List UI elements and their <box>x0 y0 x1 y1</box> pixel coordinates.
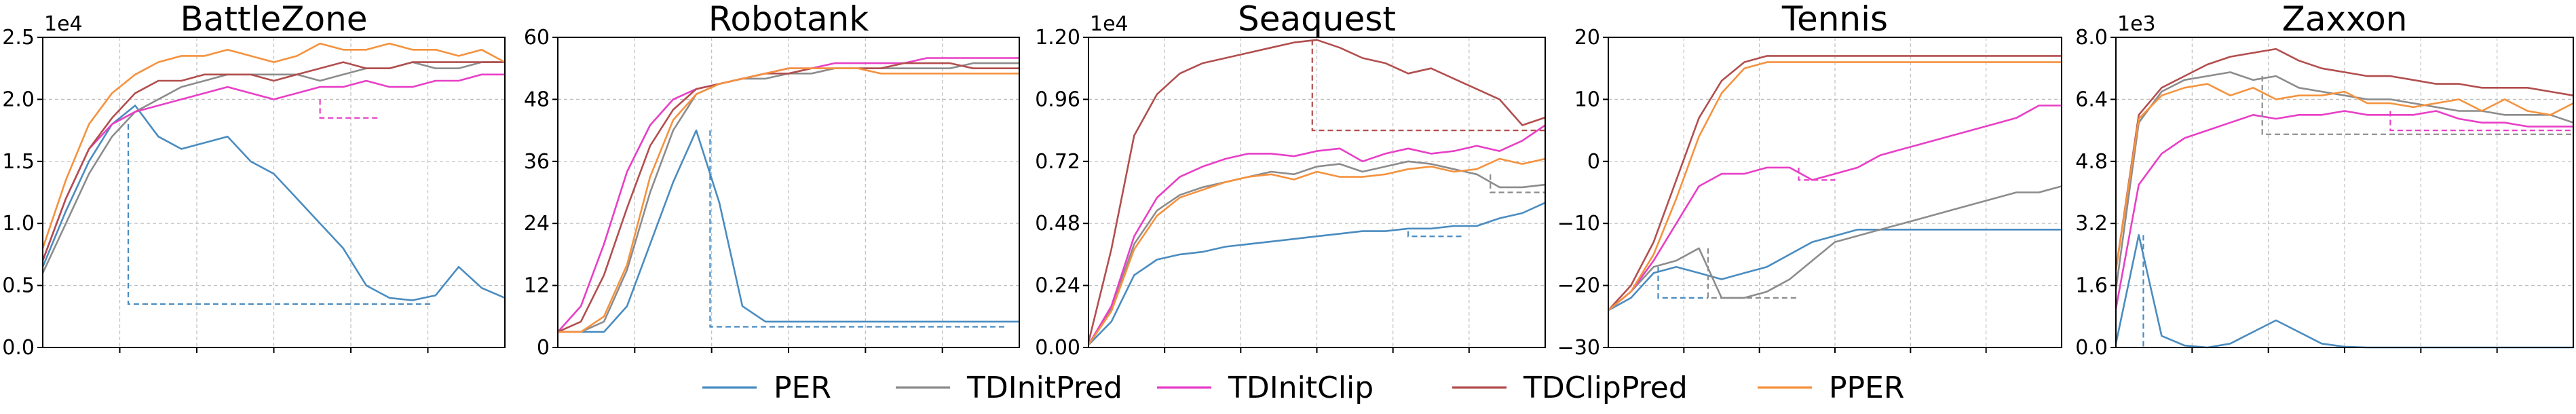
y-tick-label: 12 <box>524 274 550 298</box>
series-line-tdclippred <box>1608 55 2062 312</box>
y-tick-label: 36 <box>524 150 550 174</box>
plot-frame <box>557 37 1020 348</box>
legend-item-pper: PPER <box>1758 371 1904 405</box>
series-line-tdclippred <box>2115 48 2574 270</box>
y-tick-label: 0.0 <box>2 336 35 360</box>
series-line-per <box>1088 202 1546 346</box>
series-line-tdinitpred <box>1608 185 2062 312</box>
y-tick-label: −30 <box>1557 336 1600 360</box>
y-tick-label: −20 <box>1557 274 1600 298</box>
legend-item-per: PER <box>702 371 831 405</box>
legend-label: PPER <box>1829 371 1904 405</box>
y-tick-label: 8.0 <box>2075 26 2108 50</box>
y-tick-label: 0.72 <box>1035 150 1080 174</box>
series-line-tdclippred <box>557 62 1019 333</box>
legend-item-tdinitpred: TDInitPred <box>896 371 1122 405</box>
y-tick-label: 1.20 <box>1035 26 1080 50</box>
series-line-per <box>1608 228 2062 312</box>
series-line-pper <box>1087 157 1546 345</box>
legend-label: TDClipPred <box>1523 371 1688 405</box>
legend-item-tdinitclip: TDInitClip <box>1157 371 1374 405</box>
plot-frame <box>2115 37 2574 348</box>
panel-seaquest: 0.00 0.24 0.48 0.72 0.96 1.20 Seaquest 1e4 <box>1035 0 1546 360</box>
series-line-tdinitclip <box>1087 124 1546 345</box>
panel-tennis: −30 −20 −10 0 10 20 Tennis <box>1557 0 2062 360</box>
y-tick-label: 0.48 <box>1035 212 1080 236</box>
panel-robotank: 0 12 24 36 48 60 Robotank <box>524 0 1020 360</box>
drop-marker-tdinitclip <box>1798 167 1835 181</box>
series-line-per <box>41 105 506 301</box>
drop-marker-tdinitclip <box>2389 111 2573 132</box>
y-tick-label: 1.6 <box>2075 274 2108 298</box>
y-tick-label: 1.5 <box>2 150 35 174</box>
drop-marker-per <box>1657 267 1708 299</box>
y-tick-label: 0.96 <box>1035 88 1080 111</box>
series-line-tdclippred <box>41 61 505 261</box>
axis-multiplier: 1e4 <box>1090 12 1129 36</box>
series-line-per <box>558 129 1019 333</box>
y-tick-label: 2.0 <box>2 88 35 111</box>
y-tick-label: 4.8 <box>2075 150 2108 174</box>
series-line-tdinitclip <box>1608 105 2062 312</box>
panel-battlezone: 0.0 0.5 1.0 1.5 2.0 2.5 BattleZone 1e4 <box>2 0 506 360</box>
drop-marker-per <box>127 124 432 305</box>
y-tick-label: 10 <box>1574 88 1600 111</box>
panel-zaxxon: 0.0 1.6 3.2 4.8 6.4 8.0 Zaxxon 1e3 <box>2075 0 2574 360</box>
y-tick-label: 0 <box>537 336 550 360</box>
series-line-pper <box>1608 61 2062 312</box>
panel-title: Tennis <box>1781 0 1888 39</box>
legend: PER TDInitPred TDInitClip TDClipPred PPER <box>702 371 1904 405</box>
series-line-tdinitpred <box>41 61 505 274</box>
y-tick-label: 24 <box>524 212 550 236</box>
panel-title: Robotank <box>708 0 869 39</box>
y-tick-label: 0.24 <box>1035 274 1080 298</box>
y-tick-label: 0.0 <box>2075 336 2108 360</box>
drop-marker-tdinitpred <box>1490 174 1545 193</box>
y-tick-label: 60 <box>524 26 550 50</box>
y-tick-label: 6.4 <box>2075 88 2108 111</box>
y-tick-label: 0 <box>1587 150 1600 174</box>
series-line-tdinitclip <box>2115 110 2573 309</box>
y-tick-label: 0.5 <box>2 274 35 298</box>
series-line-pper <box>41 42 506 249</box>
drop-marker-per <box>1407 231 1463 238</box>
legend-label: TDInitPred <box>966 371 1122 405</box>
panel-title: Seaquest <box>1238 0 1396 39</box>
axis-multiplier: 1e3 <box>2117 12 2156 36</box>
y-tick-label: 20 <box>1574 26 1600 50</box>
y-tick-label: 48 <box>524 88 550 111</box>
series-line-pper <box>558 67 1019 333</box>
series-line-tdinitclip <box>41 73 505 261</box>
y-tick-label: 1.0 <box>2 212 35 236</box>
plot-frame <box>42 37 506 348</box>
legend-label: TDInitClip <box>1228 371 1374 405</box>
y-tick-label: 2.5 <box>2 26 35 50</box>
series-line-tdclippred <box>1087 39 1546 343</box>
panel-title: BattleZone <box>180 0 367 39</box>
plot-frame <box>1608 37 2062 348</box>
legend-label: PER <box>774 371 831 405</box>
drop-marker-tdclippred <box>1311 39 1545 132</box>
y-tick-label: 3.2 <box>2075 212 2108 236</box>
drop-marker-tdinitpred <box>2261 76 2573 135</box>
legend-item-tdclippred: TDClipPred <box>1452 371 1688 405</box>
series-line-tdinitpred <box>1087 160 1546 345</box>
drop-marker-per <box>709 130 1006 328</box>
plot-frame <box>1088 37 1546 348</box>
series-line-tdinitpred <box>2115 71 2574 290</box>
y-tick-label: −10 <box>1557 212 1600 236</box>
axis-multiplier: 1e4 <box>44 12 83 36</box>
drop-marker-tdinitclip <box>319 99 381 119</box>
y-tick-label: 0.00 <box>1035 336 1080 360</box>
panel-title: Zaxxon <box>2282 0 2408 39</box>
series-line-pper <box>2115 83 2574 270</box>
drop-marker-tdinitpred <box>1707 248 1799 299</box>
